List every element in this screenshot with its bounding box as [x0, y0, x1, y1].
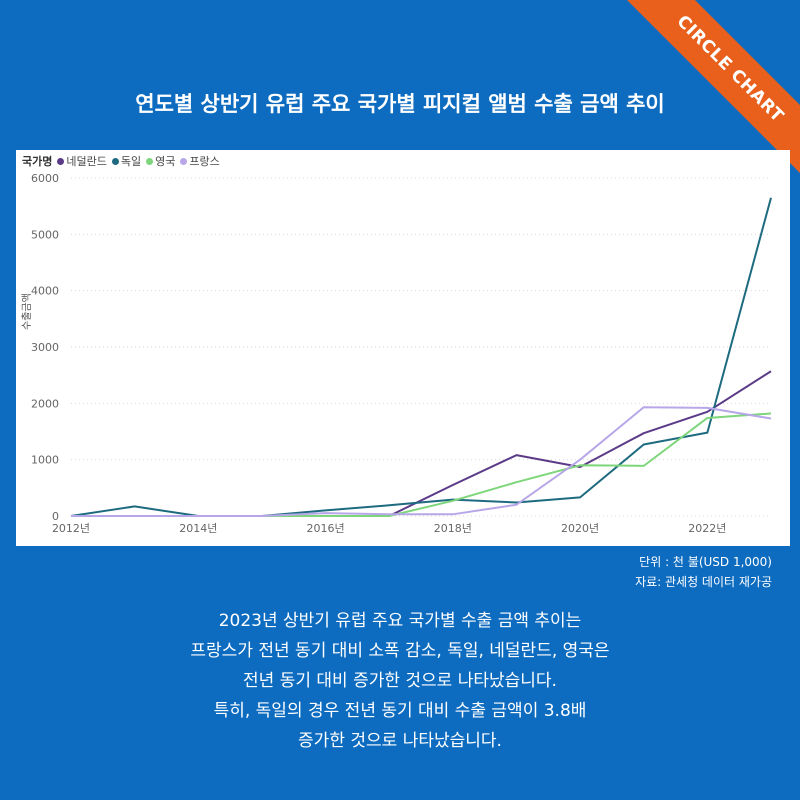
- data-source: 자료: 관세청 데이터 재가공: [635, 575, 772, 589]
- series-line-3[interactable]: [71, 406, 772, 517]
- x-tick-label: 2016년: [306, 522, 344, 535]
- y-tick-label: 3000: [31, 341, 59, 354]
- chart-legend: 국가명 네덜란드 독일 영국 프랑스: [22, 153, 220, 169]
- y-tick-label: 0: [52, 510, 59, 523]
- summary-line: 2023년 상반기 유럽 주요 국가별 수출 금액 추이는: [218, 611, 582, 631]
- line-chart: 0 1000 2000 3000 4000 5000 6000 2012년 2014년 2016년…: [31, 172, 772, 535]
- legend-item-netherlands[interactable]: 네덜란드: [57, 153, 107, 169]
- legend-label-uk: 영국: [155, 155, 176, 168]
- legend-title: 국가명: [22, 155, 53, 168]
- x-tick-label: 2018년: [434, 522, 472, 535]
- legend-item-uk[interactable]: 영국: [146, 153, 175, 169]
- legend-label-netherlands: 네덜란드: [66, 155, 107, 168]
- source-note: 단위 : 천 불(USD 1,000) 자료: 관세청 데이터 재가공: [635, 552, 772, 592]
- x-tick-label: 2014년: [179, 522, 217, 535]
- legend-item-germany[interactable]: 독일: [111, 153, 142, 169]
- y-tick-label: 5000: [31, 228, 59, 241]
- legend-dot-netherlands: [57, 157, 65, 165]
- legend-item-france[interactable]: 프랑스: [180, 153, 220, 169]
- legend-dot-uk: [146, 157, 154, 165]
- summary-text: 2023년 상반기 유럽 주요 국가별 수출 금액 추이는 프랑스가 전년 동기…: [0, 606, 800, 756]
- series-line-1[interactable]: [70, 197, 772, 517]
- legend-dot-germany: [111, 157, 119, 165]
- series-line-0[interactable]: [71, 370, 772, 517]
- summary-line: 증가한 것으로 나타났습니다.: [298, 731, 502, 751]
- x-tick-label: 2020년: [561, 522, 599, 535]
- x-tick-label: 2012년: [52, 522, 90, 535]
- summary-line: 프랑스가 전년 동기 대비 소폭 감소, 독일, 네덜란드, 영국은: [190, 641, 610, 661]
- summary-line: 전년 동기 대비 증가한 것으로 나타났습니다.: [243, 671, 557, 691]
- legend-dot-france: [180, 157, 188, 165]
- chart-panel: 국가명 네덜란드 독일 영국 프랑스 수출금액 0 1000 2000 3000 400…: [16, 150, 790, 546]
- legend-label-france: 프랑스: [189, 155, 220, 168]
- y-tick-label: 4000: [31, 285, 59, 298]
- page-title: 연도별 상반기 유럽 주요 국가별 피지컬 앨범 수출 금액 추이: [135, 92, 665, 116]
- unit-note: 단위 : 천 불(USD 1,000): [639, 555, 772, 569]
- summary-line: 특히, 독일의 경우 전년 동기 대비 수출 금액이 3.8배: [213, 701, 587, 721]
- legend-label-germany: 독일: [120, 155, 142, 168]
- y-tick-label: 2000: [31, 397, 59, 410]
- x-tick-label: 2022년: [688, 522, 726, 535]
- y-tick-label: 6000: [31, 172, 59, 185]
- y-tick-label: 1000: [31, 454, 59, 467]
